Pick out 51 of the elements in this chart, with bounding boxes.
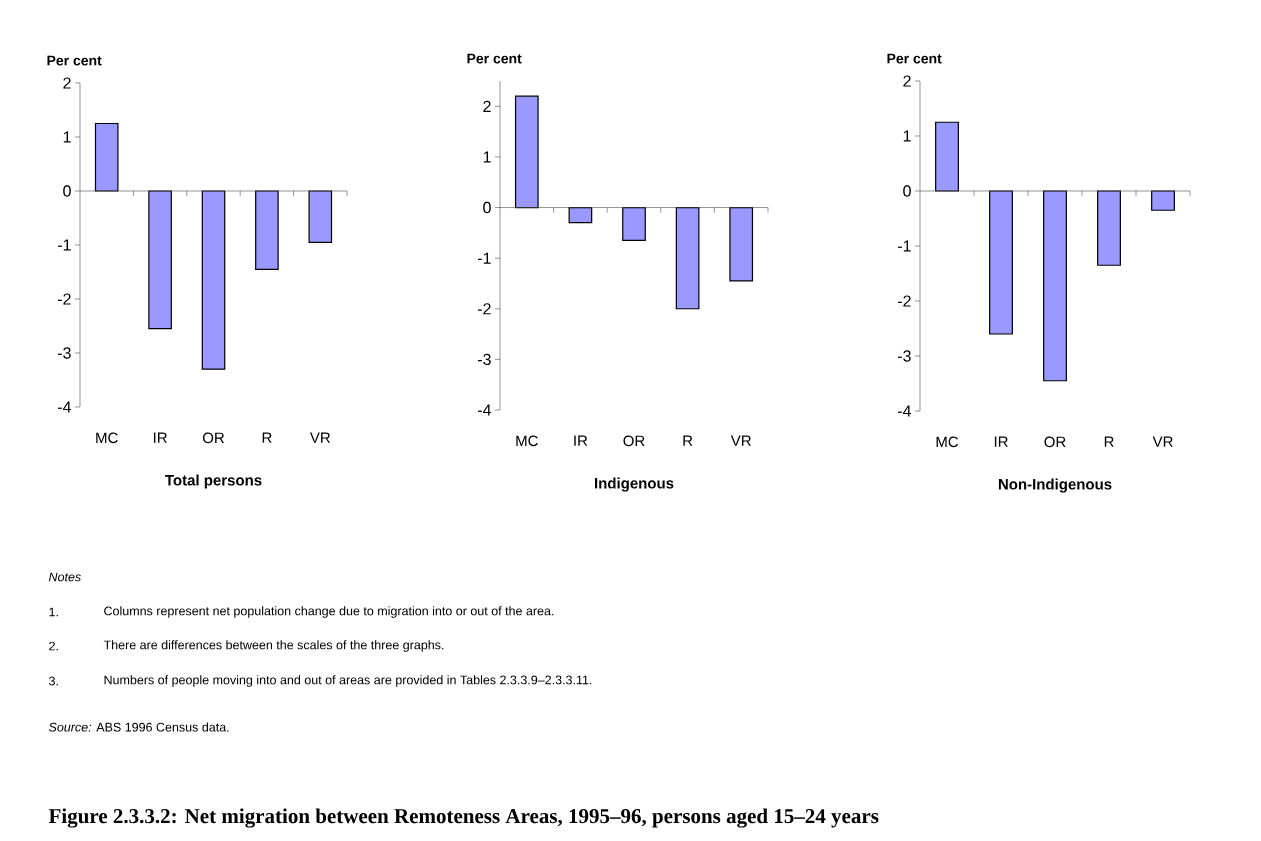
y-tick-label: -4 [57,401,71,413]
text: 3. [49,676,58,686]
y-tick-label: 0 [63,185,71,197]
text: Indigenous [595,477,674,492]
x-tick-label: R [262,432,272,443]
text: 2. [49,641,58,651]
x-tick-label: MC [936,436,959,448]
y-tick-label: 0 [903,185,911,197]
y-tick-label: 1 [903,130,911,142]
x-tick-label: OR [202,432,225,444]
text: Non-Indigenous [998,478,1112,493]
y-tick-label: 1 [483,151,491,163]
text: There are differences between the scales of the three graphs. [103,640,444,652]
y-tick-label: -3 [477,353,491,366]
text: Notes [48,572,81,582]
x-tick-label: IR [994,436,1008,447]
y-tick-label: -2 [897,295,911,307]
y-tick-label: -4 [477,404,491,416]
y-tick-label: 0 [483,201,491,214]
x-tick-label: IR [153,432,167,443]
y-axis-title: Per cent [887,53,942,64]
x-tick-label: R [683,435,693,446]
y-tick-label: 2 [903,75,911,87]
y-tick-label: -1 [897,240,911,252]
x-tick-label: MC [516,435,538,447]
x-tick-label: VR [309,432,331,443]
text: Figure 2.3.3.2: Net migration between Remoteness Areas, 1995–96, persons aged 15–24 years [48,808,879,828]
y-axis-title: Per cent [467,53,522,64]
text: Columns represent net population change due to migration into or out of the area. [104,606,554,618]
y-tick-label: -1 [57,239,71,251]
text: 1. [49,607,58,617]
text: Source: ABS 1996 Census data. [48,722,229,732]
y-tick-label: -1 [477,252,491,264]
x-tick-label: OR [623,435,645,447]
y-tick-label: -2 [57,293,71,305]
x-tick-label: IR [574,435,588,446]
y-tick-label: -4 [897,405,911,417]
y-tick-label: -2 [477,303,491,315]
x-tick-label: MC [96,432,118,444]
y-tick-label: -3 [897,350,911,362]
x-tick-label: OR [1044,436,1066,448]
y-tick-label: 1 [63,131,71,143]
y-axis-title: Per cent [47,55,102,66]
y-tick-label: 2 [63,77,71,89]
x-tick-label: R [1104,436,1114,447]
text: Numbers of people moving into and out of areas are provided in Tables 2.3.3.9–2.3.3.11. [104,675,592,687]
text: Total persons [165,474,262,489]
y-tick-label: -3 [57,347,71,359]
x-tick-label: VR [730,435,751,446]
y-tick-label: 2 [483,100,491,112]
x-tick-label: VR [1152,436,1173,447]
